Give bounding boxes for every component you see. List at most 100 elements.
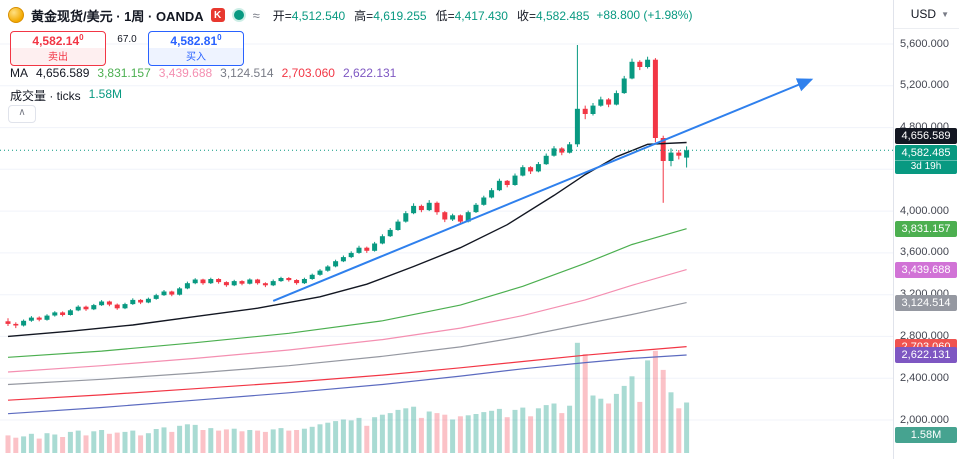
volume-bar (535, 408, 541, 453)
candle (13, 322, 19, 329)
volume-bar (5, 435, 11, 453)
axis-price-label: 4,000.000 (900, 204, 949, 217)
volume-bar (348, 420, 354, 453)
approx-icon: ≈ (252, 7, 260, 23)
candle (551, 146, 557, 157)
volume-bar (442, 414, 448, 453)
candle (403, 211, 409, 223)
price-axis[interactable]: 5,600.0005,200.0004,800.0004,400.0004,00… (893, 0, 959, 459)
ma-line-3 (7, 269, 687, 373)
countdown-timer: 3d 19h (895, 160, 957, 173)
candle (317, 269, 323, 276)
volume-bar (629, 376, 635, 453)
candle (426, 200, 432, 212)
volume-bar (13, 437, 19, 453)
volume-bar (21, 436, 27, 453)
ma-legend: MA 4,656.589 3,831.157 3,439.688 3,124.514 2… (10, 66, 396, 80)
volume-bar (520, 407, 526, 453)
candle (169, 290, 175, 297)
ma-line-6 (7, 354, 687, 415)
volume-bar (411, 406, 417, 453)
volume-bar (621, 385, 627, 453)
k-logo-icon: K (210, 8, 225, 22)
ohlc-readout: 开=4,512.540 高=4,619.255 低=4,417.430 收=4,… (273, 7, 590, 24)
volume-bar (660, 369, 666, 453)
collapse-pane-button[interactable]: ∧ (8, 105, 36, 123)
ohlc-low: 低=4,417.430 (435, 8, 508, 23)
candle (613, 90, 619, 106)
candle (91, 303, 97, 311)
buy-sell-widget: 4,582.140 卖出 67.0 4,582.810 买入 (10, 31, 244, 66)
candle (621, 75, 627, 94)
volume-bar (403, 408, 409, 453)
volume-bar (372, 417, 378, 453)
candle (379, 234, 385, 245)
candle (262, 282, 268, 288)
candle (434, 201, 440, 215)
volume-bar (286, 430, 292, 453)
candle (684, 146, 690, 168)
volume-bar (465, 415, 471, 453)
candle (255, 278, 261, 285)
ohlc-close: 收=4,582.485 (516, 8, 590, 23)
ma-value: 3,831.157 (97, 66, 151, 80)
candle (582, 105, 588, 120)
candle (348, 251, 354, 259)
buy-button[interactable]: 4,582.810 买入 (148, 31, 244, 66)
chevron-down-icon: ▼ (941, 9, 949, 19)
sell-button[interactable]: 4,582.140 卖出 (10, 31, 106, 66)
volume-bar (567, 405, 573, 453)
volume-bar (606, 403, 612, 453)
gold-symbol-icon (8, 7, 24, 23)
candle (637, 60, 643, 71)
candle (325, 265, 331, 272)
candle (294, 279, 300, 285)
candle (177, 287, 183, 296)
axis-price-label: 3,600.000 (900, 246, 949, 259)
volume-bar (387, 413, 393, 453)
candle (208, 277, 214, 284)
candle (450, 213, 456, 221)
volume-bar (559, 413, 565, 453)
candle (333, 259, 339, 268)
volume-bar (317, 424, 323, 454)
candle (60, 311, 66, 317)
candle (481, 195, 487, 206)
volume-bar (52, 434, 58, 453)
candle (645, 56, 651, 69)
candle (122, 302, 128, 310)
currency-selector[interactable]: USD ▼ (911, 7, 949, 21)
price-badge: 1.58M (895, 427, 957, 443)
ma-line-4 (7, 302, 687, 386)
volume-bar (161, 427, 167, 453)
trend-line[interactable] (272, 78, 814, 302)
candle (504, 180, 510, 188)
ma-line-2 (7, 228, 687, 358)
candle (106, 300, 112, 307)
candle (411, 203, 417, 215)
volume-bar (473, 414, 479, 453)
volume-bar (652, 350, 658, 453)
candle (598, 96, 604, 107)
volume-bar (676, 408, 682, 453)
candle (364, 246, 370, 253)
axis-price-label: 5,600.000 (900, 37, 949, 50)
candle (28, 316, 34, 322)
ma-value: 3,124.514 (220, 66, 274, 80)
candle (676, 150, 682, 160)
ma-line-5 (7, 346, 687, 401)
volume-bar (645, 360, 651, 453)
buy-label: 买入 (149, 48, 243, 65)
candle (83, 305, 89, 311)
symbol-title[interactable]: 黄金现货/美元 · 1周 · OANDA (31, 8, 204, 24)
candle (668, 148, 674, 167)
volume-bar (590, 395, 596, 453)
candle (559, 147, 565, 156)
volume-bar (36, 438, 42, 453)
volume-bar (208, 428, 214, 453)
candle (52, 311, 58, 317)
price-badge: 4,582.485 3d 19h (895, 145, 957, 175)
candle (216, 278, 222, 284)
ohlc-high: 高=4,619.255 (354, 8, 427, 23)
